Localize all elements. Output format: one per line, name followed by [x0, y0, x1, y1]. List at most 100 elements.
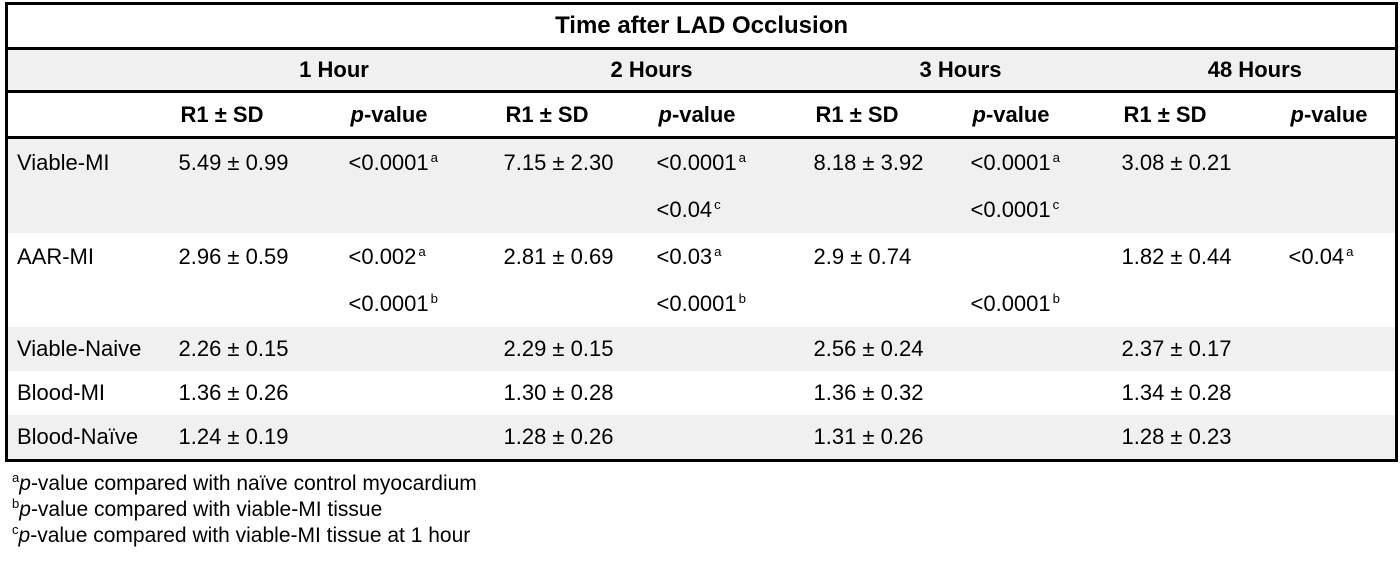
r1-cell: 1.24 ± 0.19	[172, 415, 342, 461]
table-body: Viable-MI 5.49 ± 0.99 <0.0001 a 7.15 ± 2.30 <…	[6, 137, 1397, 461]
p-value-header: p-value	[1281, 91, 1397, 139]
r1-value: 1.31 ± 0.26	[813, 424, 924, 449]
results-table: Time after LAD Occlusion 1 Hour 2 Hours …	[5, 2, 1399, 462]
p-italic: p	[658, 101, 672, 127]
footnote: cp-value compared with viable-MI tissue …	[12, 523, 1400, 549]
table-title: Time after LAD Occlusion	[6, 3, 1397, 50]
time-group-row: 1 Hour 2 Hours 3 Hours 48 Hours	[6, 48, 1397, 93]
p-value-cell	[650, 327, 807, 371]
r1-cell: 2.56 ± 0.24	[807, 327, 964, 371]
empty-line	[349, 186, 497, 233]
r1-sd-header: R1 ± SD	[171, 91, 342, 139]
p-italic: p	[19, 472, 31, 495]
p-value-cell	[1282, 138, 1397, 234]
table-row: Blood-Naïve 1.24 ± 0.19 1.28 ± 0.26 1.31 ± …	[6, 415, 1397, 461]
table-row: AAR-MI 2.96 ± 0.59 <0.002 a <0.0001 b 2.81 ± 0…	[7, 233, 1397, 327]
p-value-line: <0.0001 c	[970, 196, 1060, 222]
r1-cell: 1.36 ± 0.32	[807, 371, 964, 415]
p-value-cell	[342, 371, 497, 415]
p-value-line: <0.0001 b	[348, 290, 438, 316]
row-label-text: Blood-Naïve	[17, 424, 139, 449]
p-value-cell: <0.0001 a <0.0001 c	[964, 138, 1115, 234]
r1-value: 1.36 ± 0.26	[178, 380, 289, 405]
p-value-line: <0.0001 a	[970, 149, 1060, 175]
p-value-cell	[650, 415, 807, 461]
r1-cell: 1.30 ± 0.28	[497, 371, 650, 415]
r1-value: 5.49 ± 0.99	[178, 150, 289, 175]
p-value-line: <0.0001 a	[348, 149, 438, 175]
footnote-marker: a	[738, 149, 746, 165]
p-value-header: p-value	[649, 91, 807, 139]
r1-cell: 8.18 ± 3.92	[807, 138, 964, 234]
r1-value: 2.96 ± 0.59	[178, 244, 289, 269]
r1-sd-header-label: R1 ± SD	[505, 101, 589, 127]
footnote-marker: b	[1052, 290, 1060, 306]
p-value-cell: <0.002 a <0.0001 b	[342, 233, 497, 327]
p-italic: p	[972, 101, 986, 127]
r1-value: 2.56 ± 0.24	[813, 336, 924, 361]
r1-value: 1.24 ± 0.19	[178, 424, 289, 449]
r1-cell: 3.08 ± 0.21	[1115, 138, 1282, 234]
r1-value: 1.30 ± 0.28	[503, 380, 614, 405]
r1-value: 3.08 ± 0.21	[1121, 150, 1232, 175]
r1-sd-header: R1 ± SD	[806, 91, 964, 139]
p-value-line: <0.0001 b	[970, 290, 1060, 316]
row-label: Blood-Naïve	[7, 415, 172, 461]
footnotes: ap-value compared with naïve control myo…	[12, 471, 1400, 549]
footnote: ap-value compared with naïve control myo…	[12, 471, 1400, 497]
r1-cell: 1.28 ± 0.23	[1115, 415, 1282, 461]
r1-sd-header-label: R1 ± SD	[1123, 101, 1207, 127]
r1-value: 1.28 ± 0.26	[503, 424, 614, 449]
p-italic: p	[19, 498, 31, 521]
empty-line	[17, 186, 172, 233]
table-row: Blood-MI 1.36 ± 0.26 1.30 ± 0.28 1.36 ± 0.3…	[7, 371, 1397, 415]
r1-cell: 1.36 ± 0.26	[172, 371, 342, 415]
p-value-line: <0.002 a	[348, 243, 426, 269]
footnote-marker: a	[714, 243, 722, 259]
footnote-marker: a	[418, 243, 426, 259]
p-value-line: <0.04 c	[656, 196, 721, 222]
r1-value: 2.9 ± 0.74	[813, 244, 912, 269]
empty-line	[1289, 327, 1396, 371]
p-value-line: <0.0001 b	[656, 290, 746, 316]
p-value-rest: -value	[1303, 101, 1368, 127]
empty-line	[1122, 186, 1282, 233]
p-value-rest: -value	[671, 101, 736, 127]
r1-value: 2.37 ± 0.17	[1121, 336, 1232, 361]
p-value-cell: <0.0001 a	[342, 138, 497, 234]
r1-sd-header: R1 ± SD	[1114, 91, 1282, 139]
r1-value: 1.28 ± 0.23	[1121, 424, 1232, 449]
title-row: Time after LAD Occlusion	[6, 3, 1397, 50]
r1-cell: 2.37 ± 0.17	[1115, 327, 1282, 371]
r1-cell: 7.15 ± 2.30	[497, 138, 650, 234]
r1-value: 2.29 ± 0.15	[503, 336, 614, 361]
r1-cell: 2.96 ± 0.59	[172, 233, 342, 327]
p-value-cell	[1282, 371, 1397, 415]
r1-value: 2.26 ± 0.15	[178, 336, 289, 361]
row-label: AAR-MI	[7, 233, 172, 327]
p-value-rest: -value	[985, 101, 1050, 127]
empty-line	[971, 415, 1115, 459]
footnote-marker: a	[1052, 149, 1060, 165]
footnote-marker: b	[738, 290, 746, 306]
p-value-line: <0.04 a	[1288, 243, 1354, 269]
empty-line	[504, 186, 650, 233]
empty-line	[1289, 371, 1396, 415]
blank-header-cell	[6, 91, 172, 139]
r1-cell: 2.26 ± 0.15	[172, 327, 342, 371]
empty-line	[504, 280, 650, 327]
footnote: bp-value compared with viable-MI tissue	[12, 497, 1400, 523]
empty-line	[17, 280, 172, 327]
empty-line	[1289, 280, 1396, 327]
p-value-cell	[1282, 327, 1397, 371]
footnote-text: -value compared with naïve control myoca…	[30, 472, 477, 495]
r1-cell: 2.81 ± 0.69	[497, 233, 650, 327]
empty-line	[1122, 280, 1282, 327]
p-value-cell	[1282, 415, 1397, 461]
r1-cell: 5.49 ± 0.99	[172, 138, 342, 234]
p-value-line: <0.03 a	[656, 243, 722, 269]
empty-line	[349, 327, 497, 371]
r1-cell: 1.28 ± 0.26	[497, 415, 650, 461]
empty-line	[179, 280, 342, 327]
time-group-header-1hour: 1 Hour	[171, 48, 497, 93]
